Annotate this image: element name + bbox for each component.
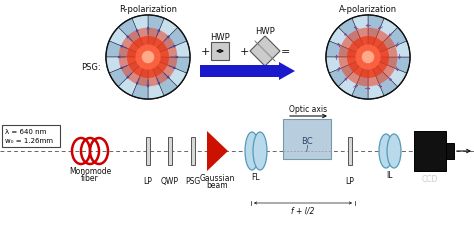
Circle shape	[142, 52, 155, 64]
Text: Optic axis: Optic axis	[290, 105, 328, 114]
Wedge shape	[368, 58, 384, 99]
FancyArrow shape	[200, 63, 295, 81]
Circle shape	[106, 16, 190, 99]
Wedge shape	[118, 19, 148, 58]
Wedge shape	[368, 16, 384, 58]
Wedge shape	[118, 58, 148, 96]
Ellipse shape	[387, 134, 401, 168]
Wedge shape	[326, 58, 368, 74]
Text: IL: IL	[387, 171, 393, 180]
Wedge shape	[148, 16, 164, 58]
Text: fiber: fiber	[81, 174, 99, 183]
Wedge shape	[148, 28, 187, 58]
Bar	[2, 126, 60, 147]
Text: +: +	[201, 47, 210, 57]
Polygon shape	[207, 131, 228, 171]
Text: Gaussian: Gaussian	[200, 174, 235, 183]
Wedge shape	[326, 42, 368, 58]
Text: HWP: HWP	[210, 32, 230, 41]
Text: BC: BC	[301, 137, 313, 146]
Wedge shape	[338, 58, 368, 96]
Wedge shape	[368, 58, 398, 96]
Bar	[168, 137, 172, 165]
Wedge shape	[368, 58, 407, 87]
Bar	[146, 137, 150, 165]
Text: LP: LP	[144, 177, 153, 186]
Text: HWP: HWP	[255, 26, 275, 35]
Ellipse shape	[253, 132, 267, 170]
Wedge shape	[368, 58, 410, 74]
Ellipse shape	[245, 132, 259, 170]
Wedge shape	[148, 58, 187, 87]
Bar	[191, 137, 195, 165]
Bar	[211, 43, 229, 61]
Wedge shape	[148, 42, 190, 58]
Wedge shape	[148, 58, 164, 99]
Wedge shape	[148, 19, 178, 58]
Circle shape	[118, 29, 177, 87]
Text: CCD: CCD	[422, 175, 438, 184]
Wedge shape	[148, 58, 178, 96]
Circle shape	[356, 45, 381, 70]
Text: LP: LP	[346, 177, 355, 186]
Text: =: =	[281, 47, 291, 57]
Circle shape	[136, 45, 161, 70]
Text: f + l/2: f + l/2	[292, 206, 315, 215]
Bar	[446, 143, 454, 159]
Wedge shape	[109, 58, 148, 87]
Wedge shape	[148, 58, 190, 74]
Text: l: l	[306, 145, 308, 154]
Wedge shape	[352, 58, 368, 99]
Text: A-polarization: A-polarization	[339, 4, 397, 13]
Wedge shape	[132, 58, 148, 99]
Circle shape	[347, 37, 389, 79]
Wedge shape	[338, 19, 368, 58]
Bar	[283, 119, 331, 159]
Wedge shape	[368, 19, 398, 58]
Wedge shape	[132, 16, 148, 58]
Text: R-polarization: R-polarization	[119, 4, 177, 13]
Ellipse shape	[379, 134, 393, 168]
Wedge shape	[329, 58, 368, 87]
Wedge shape	[352, 16, 368, 58]
Text: Monomode: Monomode	[69, 167, 111, 176]
Wedge shape	[368, 28, 407, 58]
Circle shape	[338, 29, 397, 87]
Circle shape	[362, 52, 374, 64]
Bar	[414, 131, 446, 171]
Circle shape	[127, 37, 169, 79]
Polygon shape	[250, 37, 280, 67]
Circle shape	[326, 16, 410, 99]
Text: PSG:: PSG:	[82, 63, 101, 72]
Text: w₀ = 1.26mm: w₀ = 1.26mm	[5, 137, 53, 143]
Bar	[348, 137, 352, 165]
Wedge shape	[106, 58, 148, 74]
Text: beam: beam	[207, 181, 228, 190]
Text: PSG: PSG	[185, 177, 201, 186]
Wedge shape	[109, 28, 148, 58]
Text: QWP: QWP	[161, 177, 179, 186]
Wedge shape	[329, 28, 368, 58]
Wedge shape	[106, 42, 148, 58]
Text: FL: FL	[252, 173, 260, 182]
Text: λ = 640 nm: λ = 640 nm	[5, 128, 46, 134]
Text: +: +	[239, 47, 249, 57]
Wedge shape	[368, 42, 410, 58]
